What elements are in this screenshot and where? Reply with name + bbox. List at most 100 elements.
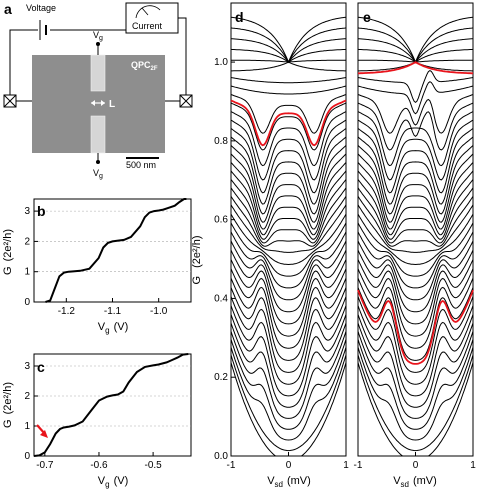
panel-a-letter: a — [4, 1, 12, 17]
length-label: L — [109, 99, 115, 110]
panel-d-trace — [230, 322, 347, 408]
panel-b-letter: b — [37, 203, 46, 219]
panel-e-trace — [357, 268, 474, 337]
panel-e-trace — [357, 231, 474, 289]
panel-d-ytick-label: 0.8 — [214, 136, 228, 147]
panel-d-trace — [230, 296, 347, 373]
panel-e-trace — [357, 81, 474, 115]
panel-e-trace — [357, 128, 474, 194]
panel-d-traces — [230, 16, 347, 457]
panel-e-trace — [358, 61, 473, 72]
current-label: Current — [132, 21, 163, 31]
panel-e-trace — [357, 102, 474, 151]
panel-b-xtick-label: -1.1 — [104, 306, 122, 317]
panel-e-trace — [357, 222, 474, 277]
panel-e-trace — [357, 196, 474, 247]
panel-e-trace — [357, 249, 474, 313]
panel-e-trace — [357, 70, 474, 104]
panel-e-trace — [357, 259, 474, 325]
panel-d-trace — [230, 187, 347, 244]
circuit-wire-left — [9, 29, 38, 95]
gate-terminal-bottom-icon — [96, 160, 100, 164]
panel-e-xtick-label: -1 — [354, 460, 363, 471]
panel-e-trace — [357, 240, 474, 301]
panel-c-ytick-label: 3 — [24, 361, 30, 372]
panel-b-xtick-label: -1.2 — [58, 306, 76, 317]
panel-e-traces — [357, 16, 474, 457]
panel-c-ylabel: G(2e²/h) — [2, 382, 14, 428]
panel-c-xlabel: Vg (V) — [98, 475, 128, 489]
panel-d-trace — [230, 179, 347, 240]
panel-d-trace — [230, 128, 347, 194]
panel-d-trace — [230, 162, 347, 230]
vg-top-label: Vg — [93, 30, 103, 42]
panel-e-trace — [357, 322, 474, 408]
panel-d-trace — [230, 170, 347, 236]
panel-d-ytick-label: 0.2 — [214, 372, 228, 383]
panel-e-trace — [357, 162, 474, 230]
panel-e-trace — [357, 27, 474, 64]
panel-c-xtick-label: -0.5 — [144, 460, 162, 471]
panel-d-xtick-label: -1 — [227, 460, 236, 471]
panel-a: a Voltage Current — [3, 1, 193, 180]
panel-d-ytick-label: 1.0 — [214, 57, 228, 68]
panel-e-highlighted-trace — [358, 61, 473, 75]
panel-c-xtick-label: -0.7 — [36, 460, 54, 471]
panel-d-xlabel: Vsd (mV) — [267, 475, 311, 489]
panel-b-ytick-label: 3 — [24, 206, 30, 217]
panel-d-trace — [230, 331, 347, 419]
panel-d-trace — [230, 145, 347, 215]
panel-b-ylabel: G(2e²/h) — [2, 229, 14, 275]
panel-d-trace — [230, 240, 347, 301]
panel-d-trace — [230, 222, 347, 277]
panel-d-trace — [230, 119, 347, 181]
anomaly-arrowhead-icon — [40, 430, 48, 438]
panel-d-trace — [230, 136, 347, 205]
panel-e-xlabel: Vsd (mV) — [393, 475, 437, 489]
panel-e-trace — [357, 339, 474, 430]
panel-c-frame — [33, 353, 192, 457]
panel-e: -1 0 1 e Vsd (mV) — [354, 2, 476, 489]
panel-d-trace — [230, 94, 347, 134]
panel-d-trace — [230, 354, 347, 452]
panel-c-ticks: 0 1 2 3 -0.7 -0.6 -0.5 — [24, 361, 162, 471]
meter-dial-icon — [135, 5, 161, 19]
panel-d-highlighted-trace — [230, 99, 347, 147]
panel-e-trace — [357, 331, 474, 419]
panel-e-highlighted-trace — [357, 289, 474, 365]
panel-e-trace — [357, 347, 474, 441]
panel-d-trace — [230, 305, 347, 385]
panel-e-trace — [357, 287, 474, 361]
panel-b-ytick-label: 1 — [24, 267, 30, 278]
panel-c-ytick-label: 1 — [24, 421, 30, 432]
panel-d-trace — [230, 231, 347, 289]
panel-b: 0 1 2 3 -1.2 -1.1 -1.0 b G(2e²/h) Vg (V) — [2, 198, 192, 335]
panel-c: 0 1 2 3 -0.7 -0.6 -0.5 c G(2e²/h) Vg (V) — [2, 353, 192, 489]
panel-e-trace — [357, 111, 474, 167]
panel-e-xtick-label: 1 — [470, 460, 476, 471]
panel-b-conductance-trace — [45, 198, 187, 303]
panel-e-trace — [357, 305, 474, 385]
panel-d-letter: d — [235, 9, 244, 25]
panel-d-trace — [230, 249, 347, 313]
panel-e-ticks: -1 0 1 — [354, 452, 476, 471]
circuit-wire-right — [178, 17, 187, 95]
panel-d-ylabel: G(2e²/h) — [191, 236, 203, 285]
device-label: QPC2F — [131, 60, 158, 72]
panel-d-trace — [230, 347, 347, 441]
panel-d-trace — [230, 16, 347, 64]
panel-d-xtick-label: 0 — [286, 460, 292, 471]
panel-d-trace — [230, 27, 347, 64]
panel-b-ytick-label: 0 — [24, 297, 30, 308]
panel-e-trace — [357, 296, 474, 373]
panel-b-ytick-label: 2 — [24, 236, 30, 247]
length-arrowheads-icon — [91, 100, 105, 106]
panel-e-trace — [357, 145, 474, 215]
panel-d-trace — [230, 196, 347, 247]
panel-d-trace — [230, 314, 347, 397]
panel-e-trace — [357, 204, 474, 253]
vg-bottom-label: Vg — [93, 168, 103, 180]
panel-e-trace — [357, 314, 474, 397]
contact-right-icon — [179, 94, 193, 108]
